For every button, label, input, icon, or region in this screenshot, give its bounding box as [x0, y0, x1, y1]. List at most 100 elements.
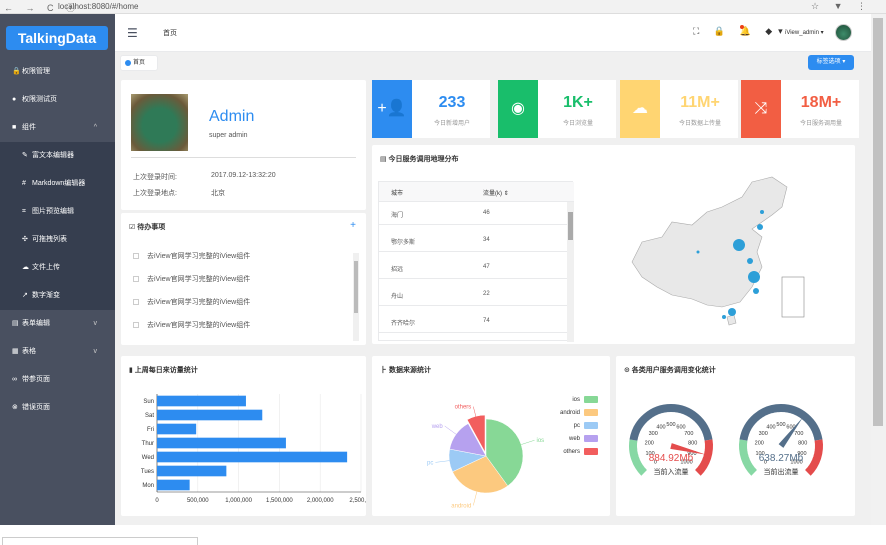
todo-item[interactable]: 去iView官网学习完整的iView组件	[133, 274, 250, 284]
gauge-tick	[804, 426, 809, 430]
bar[interactable]	[157, 480, 190, 491]
map-point[interactable]	[733, 239, 745, 251]
legend-swatch[interactable]	[584, 396, 598, 403]
sidebar-item-label: 富文本编辑器	[32, 152, 74, 159]
bar[interactable]	[157, 438, 286, 449]
bar[interactable]	[157, 424, 196, 435]
legend-label: web	[568, 436, 581, 442]
user-dropdown[interactable]: iView_admin ▾	[785, 29, 824, 36]
sidebar-item[interactable]: ⊗错误页面	[0, 394, 115, 422]
checkbox[interactable]	[133, 299, 139, 305]
tag-options-button[interactable]: 标签选项 ▾	[808, 55, 854, 70]
breadcrumb[interactable]: 首页	[163, 28, 177, 38]
pie-slice-label: pc	[427, 460, 433, 466]
todo-scrollbar-thumb[interactable]	[354, 261, 358, 313]
form-icon: ▤	[12, 310, 22, 338]
bar[interactable]	[157, 452, 347, 463]
gauge-tick	[683, 414, 684, 416]
sidebar-item[interactable]: ✎富文本编辑器	[0, 142, 115, 170]
gauge-tick	[662, 413, 663, 415]
map-point[interactable]	[748, 271, 760, 283]
legend-swatch[interactable]	[584, 435, 598, 442]
pie-label-line	[435, 461, 449, 463]
bulb-icon: ●	[12, 86, 22, 114]
gauge-tick	[656, 416, 659, 421]
gauge-tick-label: 300	[649, 431, 658, 437]
legend-swatch[interactable]	[584, 448, 598, 455]
map-point[interactable]	[757, 224, 763, 230]
pie-slice-label: android	[451, 503, 471, 509]
column-header-traffic[interactable]: 流量(k) ⇕	[483, 188, 509, 197]
sidebar-item[interactable]: ∞带参页面	[0, 366, 115, 394]
chevron-icon: v	[94, 338, 98, 366]
gauge-tick	[643, 464, 645, 465]
todo-item[interactable]: 去iView官网学习完整的iView组件	[133, 320, 250, 330]
address-bar[interactable]: localhost:8080/#/home	[58, 2, 139, 11]
todo-item[interactable]: 去iView官网学习完整的iView组件	[133, 297, 250, 307]
sidebar-item[interactable]: ✣可拖拽列表	[0, 226, 115, 254]
stat-label: 今日新增用户	[414, 118, 490, 127]
checkbox[interactable]	[133, 322, 139, 328]
checkbox[interactable]	[133, 253, 139, 259]
add-todo-icon[interactable]: +	[350, 220, 356, 231]
legend-swatch[interactable]	[584, 409, 598, 416]
pie-label-line	[521, 440, 534, 444]
column-header-city[interactable]: 城市	[391, 188, 403, 197]
crop-icon: ⌗	[22, 198, 32, 226]
sidebar-item[interactable]: ↗数字渐变	[0, 282, 115, 310]
gauge-tick	[639, 434, 641, 435]
tag-home[interactable]: 首页	[120, 55, 158, 71]
gauge-tick	[691, 466, 695, 470]
category-label: Sat	[145, 413, 154, 419]
sidebar-item[interactable]: ☁文件上传	[0, 254, 115, 282]
map-point[interactable]	[722, 315, 726, 319]
gauge-tick-label: 400	[656, 424, 665, 430]
divider	[131, 157, 356, 158]
sidebar-item-label: 错误页面	[22, 404, 50, 411]
sidebar-item[interactable]: ■组件^	[0, 114, 115, 142]
map-point[interactable]	[753, 288, 759, 294]
map-point[interactable]	[760, 210, 764, 214]
china-map[interactable]	[612, 167, 812, 337]
table-header: 城市 流量(k) ⇕	[379, 182, 574, 202]
bar[interactable]	[157, 410, 262, 421]
browser-right-icons[interactable]: ☆ ▼ ⋮	[811, 1, 872, 12]
todo-item[interactable]: 去iView官网学习完整的iView组件	[133, 251, 250, 261]
menu-toggle-icon[interactable]: ☰	[127, 26, 138, 40]
checkbox[interactable]	[133, 276, 139, 282]
gauge-tick	[801, 466, 805, 470]
avatar[interactable]	[835, 24, 852, 41]
gauge-tick	[809, 461, 811, 462]
table-scrollbar-thumb[interactable]	[568, 212, 573, 240]
sidebar-item[interactable]: ⌗图片预览编辑	[0, 198, 115, 226]
page-scrollbar-thumb[interactable]	[873, 18, 883, 426]
sidebar-item[interactable]: 🔒权限管理	[0, 58, 115, 86]
todo-text: 去iView官网学习完整的iView组件	[147, 276, 250, 283]
city-cell: 海门	[391, 210, 403, 219]
gauge-tick	[752, 429, 754, 430]
map-point[interactable]	[728, 308, 736, 316]
gauge-tick	[691, 419, 692, 421]
bar[interactable]	[157, 466, 226, 477]
sidebar-item[interactable]: #Markdown编辑器	[0, 170, 115, 198]
map-point[interactable]	[697, 251, 700, 254]
logo[interactable]: TalkingData	[6, 26, 108, 50]
map-point[interactable]	[747, 258, 753, 264]
sidebar-item[interactable]: ●权限测试页	[0, 86, 115, 114]
stat-card-uploads: ☁ 11M+ 今日数据上传量	[620, 80, 738, 138]
gauge-tick	[763, 417, 764, 419]
bar[interactable]	[157, 396, 246, 407]
city-cell: 齐齐哈尔	[391, 318, 415, 327]
legend-swatch[interactable]	[584, 422, 598, 429]
table-icon: ▦	[12, 338, 22, 366]
